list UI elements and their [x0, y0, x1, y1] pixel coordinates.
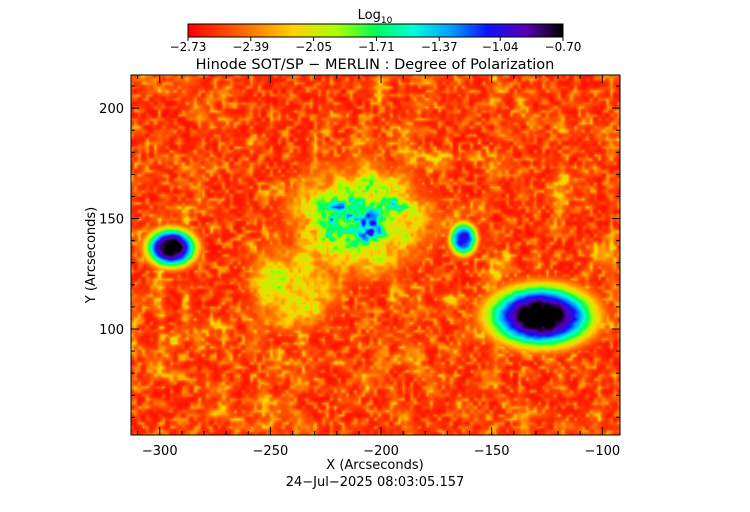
- colorbar-tick-label: −2.39: [232, 40, 269, 54]
- colorbar-tick-label: −1.71: [358, 40, 395, 54]
- colorbar-tick-label: −0.70: [545, 40, 582, 54]
- chart-title: Hinode SOT/SP − MERLIN : Degree of Polar…: [196, 57, 555, 73]
- x-tick-label: −150: [474, 444, 510, 459]
- y-axis: 100 150 200: [99, 85, 620, 418]
- x-tick-label: −300: [142, 444, 178, 459]
- y-tick-label: 150: [99, 213, 124, 228]
- y-tick-label: 200: [99, 102, 124, 117]
- x-tick-label: −100: [584, 444, 620, 459]
- y-tick-label: 100: [99, 323, 124, 338]
- timestamp: 24−Jul−2025 08:03:05.157: [286, 475, 465, 490]
- x-tick-label: −200: [363, 444, 399, 459]
- colorbar: [187, 23, 564, 38]
- heatmap-image: [131, 75, 620, 435]
- plot-frame: [130, 74, 621, 436]
- colorbar-tick-label: −1.37: [421, 40, 458, 54]
- y-axis-label: Y (Arcseconds): [84, 207, 99, 304]
- colorbar-tick-label: −2.05: [295, 40, 332, 54]
- x-tick-label: −250: [253, 444, 289, 459]
- colorbar-tick-label: −2.73: [170, 40, 207, 54]
- x-axis: −300 −250 −200 −150 −100: [137, 75, 620, 459]
- x-axis-label: X (Arcseconds): [326, 458, 423, 473]
- colorbar-tick-label: −1.04: [482, 40, 519, 54]
- colorbar-label-subscript: 10: [381, 16, 393, 26]
- colorbar-label: Log10: [358, 8, 393, 26]
- colorbar-ticks: −2.73 −2.39 −2.05 −1.71 −1.37 −1.04 −0.70: [170, 37, 582, 54]
